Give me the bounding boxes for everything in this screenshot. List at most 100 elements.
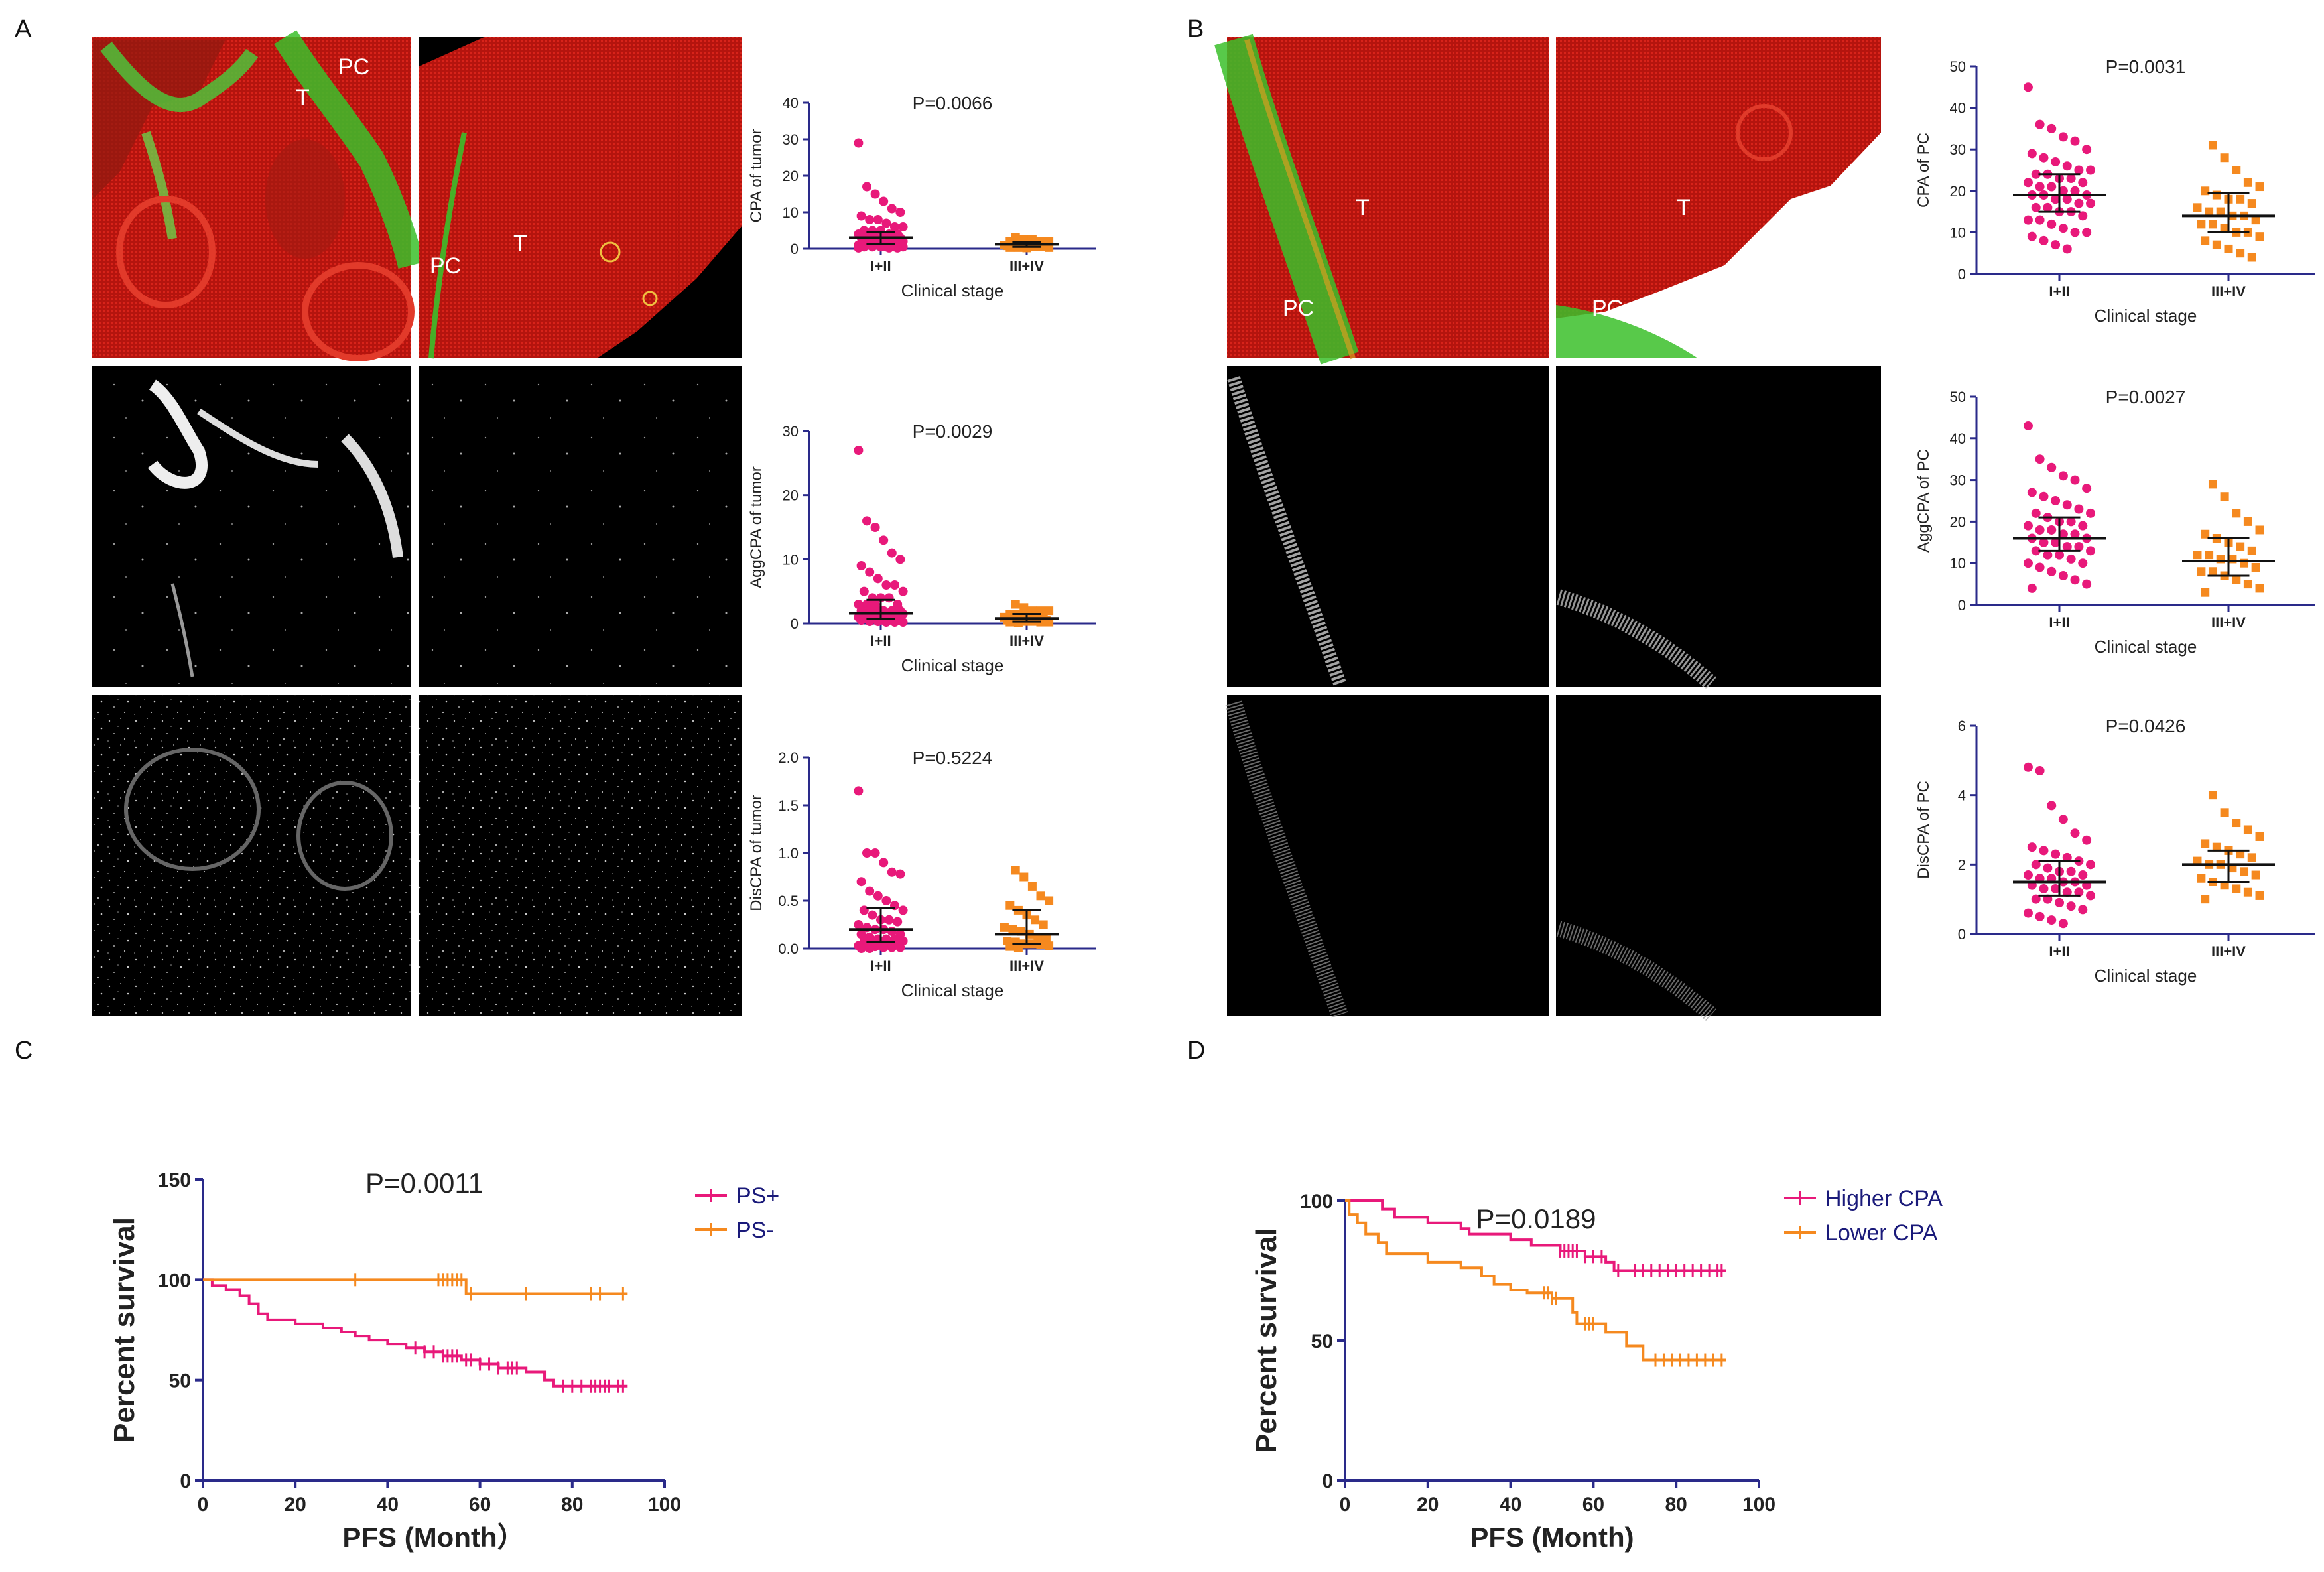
y-tick-label: 10 <box>1950 224 1966 241</box>
data-point <box>2193 551 2202 560</box>
y-tick-label: 10 <box>1950 555 1966 572</box>
data-point <box>2086 860 2096 870</box>
label-a-img1-pc: PC <box>338 54 369 80</box>
data-point <box>2051 537 2061 547</box>
chart-title: P=0.0029 <box>913 421 993 442</box>
data-point <box>2039 846 2049 856</box>
data-point <box>2243 178 2252 187</box>
data-point <box>1039 920 1048 929</box>
data-point <box>2240 867 2249 876</box>
data-point <box>1011 600 1020 609</box>
data-point <box>2062 161 2072 171</box>
data-point <box>862 516 871 526</box>
data-point <box>2051 496 2061 505</box>
data-point <box>2232 819 2241 828</box>
data-point <box>2027 488 2037 497</box>
chart-title: P=0.0426 <box>2106 716 2186 736</box>
y-axis-label: DisCPA of PC <box>1915 781 1933 879</box>
data-point <box>2074 542 2084 552</box>
chart-title: P=0.5224 <box>913 748 993 768</box>
panel-letter-b: B <box>1187 15 1204 43</box>
data-point <box>2070 136 2080 146</box>
y-tick-label: 20 <box>1950 183 1966 200</box>
data-point <box>898 905 908 915</box>
data-point <box>887 943 897 952</box>
data-point <box>887 867 897 877</box>
data-point <box>856 616 866 625</box>
data-point <box>898 222 908 231</box>
data-point <box>2236 850 2245 859</box>
data-point <box>2086 546 2096 556</box>
data-point <box>2058 529 2068 539</box>
data-point <box>2074 198 2084 208</box>
scatter-plot-cpa-pc: 0 10 20 30 40 50 I+II III+IV P=0.0031 CPA of PC Cl… <box>1915 56 2315 326</box>
data-point <box>2197 567 2206 576</box>
data-point <box>2047 525 2057 535</box>
legend-label: PS- <box>736 1218 774 1243</box>
chart-title: P=0.0031 <box>2106 56 2186 77</box>
data-point <box>898 618 908 627</box>
y-tick-label: 6 <box>1958 718 1966 734</box>
data-point <box>2070 475 2080 485</box>
data-point <box>856 944 866 953</box>
data-point <box>884 915 894 925</box>
data-point <box>2236 542 2245 551</box>
data-point <box>2047 462 2057 472</box>
data-point <box>2058 132 2068 142</box>
data-point <box>2039 235 2049 245</box>
data-point <box>2035 766 2045 776</box>
data-point <box>2078 905 2088 915</box>
micrograph-b-r1c2 <box>1556 37 1881 358</box>
data-point <box>2082 145 2092 155</box>
x-tick-label: 60 <box>1582 1494 1604 1516</box>
data-point <box>1008 925 1017 934</box>
y-tick-label: 0 <box>1958 597 1966 614</box>
y-tick-label: 100 <box>158 1270 191 1291</box>
x-tick-label: 100 <box>1742 1494 1775 1516</box>
data-point <box>2058 815 2068 824</box>
y-tick-label: 50 <box>1311 1331 1333 1352</box>
data-point <box>856 877 866 887</box>
data-point <box>879 535 889 545</box>
data-point <box>884 243 894 253</box>
x-axis-label: Clinical stage <box>2095 637 2197 657</box>
micrograph-b-r1c1 <box>1214 34 1549 365</box>
data-point <box>2220 881 2229 890</box>
y-tick-label: 100 <box>1300 1191 1333 1212</box>
data-point <box>2074 887 2084 897</box>
y-axis-label: CPA of tumor <box>747 129 765 223</box>
axis-lines <box>808 431 1096 625</box>
x-tick-label: 80 <box>561 1494 583 1516</box>
y-axis-label: CPA of PC <box>1915 133 1933 208</box>
panel-letter-a: A <box>15 15 32 43</box>
data-point <box>2232 166 2241 174</box>
data-point <box>2023 908 2033 918</box>
data-point <box>881 218 891 228</box>
data-point <box>884 593 894 603</box>
y-tick-label: 50 <box>1950 389 1966 405</box>
data-point <box>2074 504 2084 514</box>
data-point <box>2062 500 2072 510</box>
data-point <box>2066 517 2076 527</box>
data-point <box>856 929 866 939</box>
y-tick-label: 30 <box>1950 141 1966 158</box>
x-tick-label: 100 <box>648 1494 681 1516</box>
data-point <box>2247 199 2256 208</box>
data-point <box>898 586 908 596</box>
scatter-plot-aggcpa-tumor: 0 10 20 30 I+II III+IV P=0.0029 AggCPA of tumor… <box>747 421 1096 675</box>
data-point <box>2205 551 2214 560</box>
data-point <box>2031 860 2041 870</box>
axis-lines <box>808 103 1096 250</box>
data-point <box>2055 550 2064 560</box>
data-point <box>2070 228 2080 237</box>
data-point <box>2208 220 2217 229</box>
data-point <box>881 896 891 905</box>
data-point <box>2031 169 2041 179</box>
data-point <box>2066 554 2076 564</box>
data-point <box>2043 894 2053 904</box>
scatter-plot-discpa-tumor: 0.0 0.5 1.0 1.5 2.0 I+II III+IV P=0.5224 DisCPA … <box>747 748 1096 1000</box>
label-a-img1-t: T <box>296 85 310 110</box>
data-point <box>2220 492 2229 501</box>
data-point <box>2023 421 2033 430</box>
data-point <box>2220 224 2229 233</box>
